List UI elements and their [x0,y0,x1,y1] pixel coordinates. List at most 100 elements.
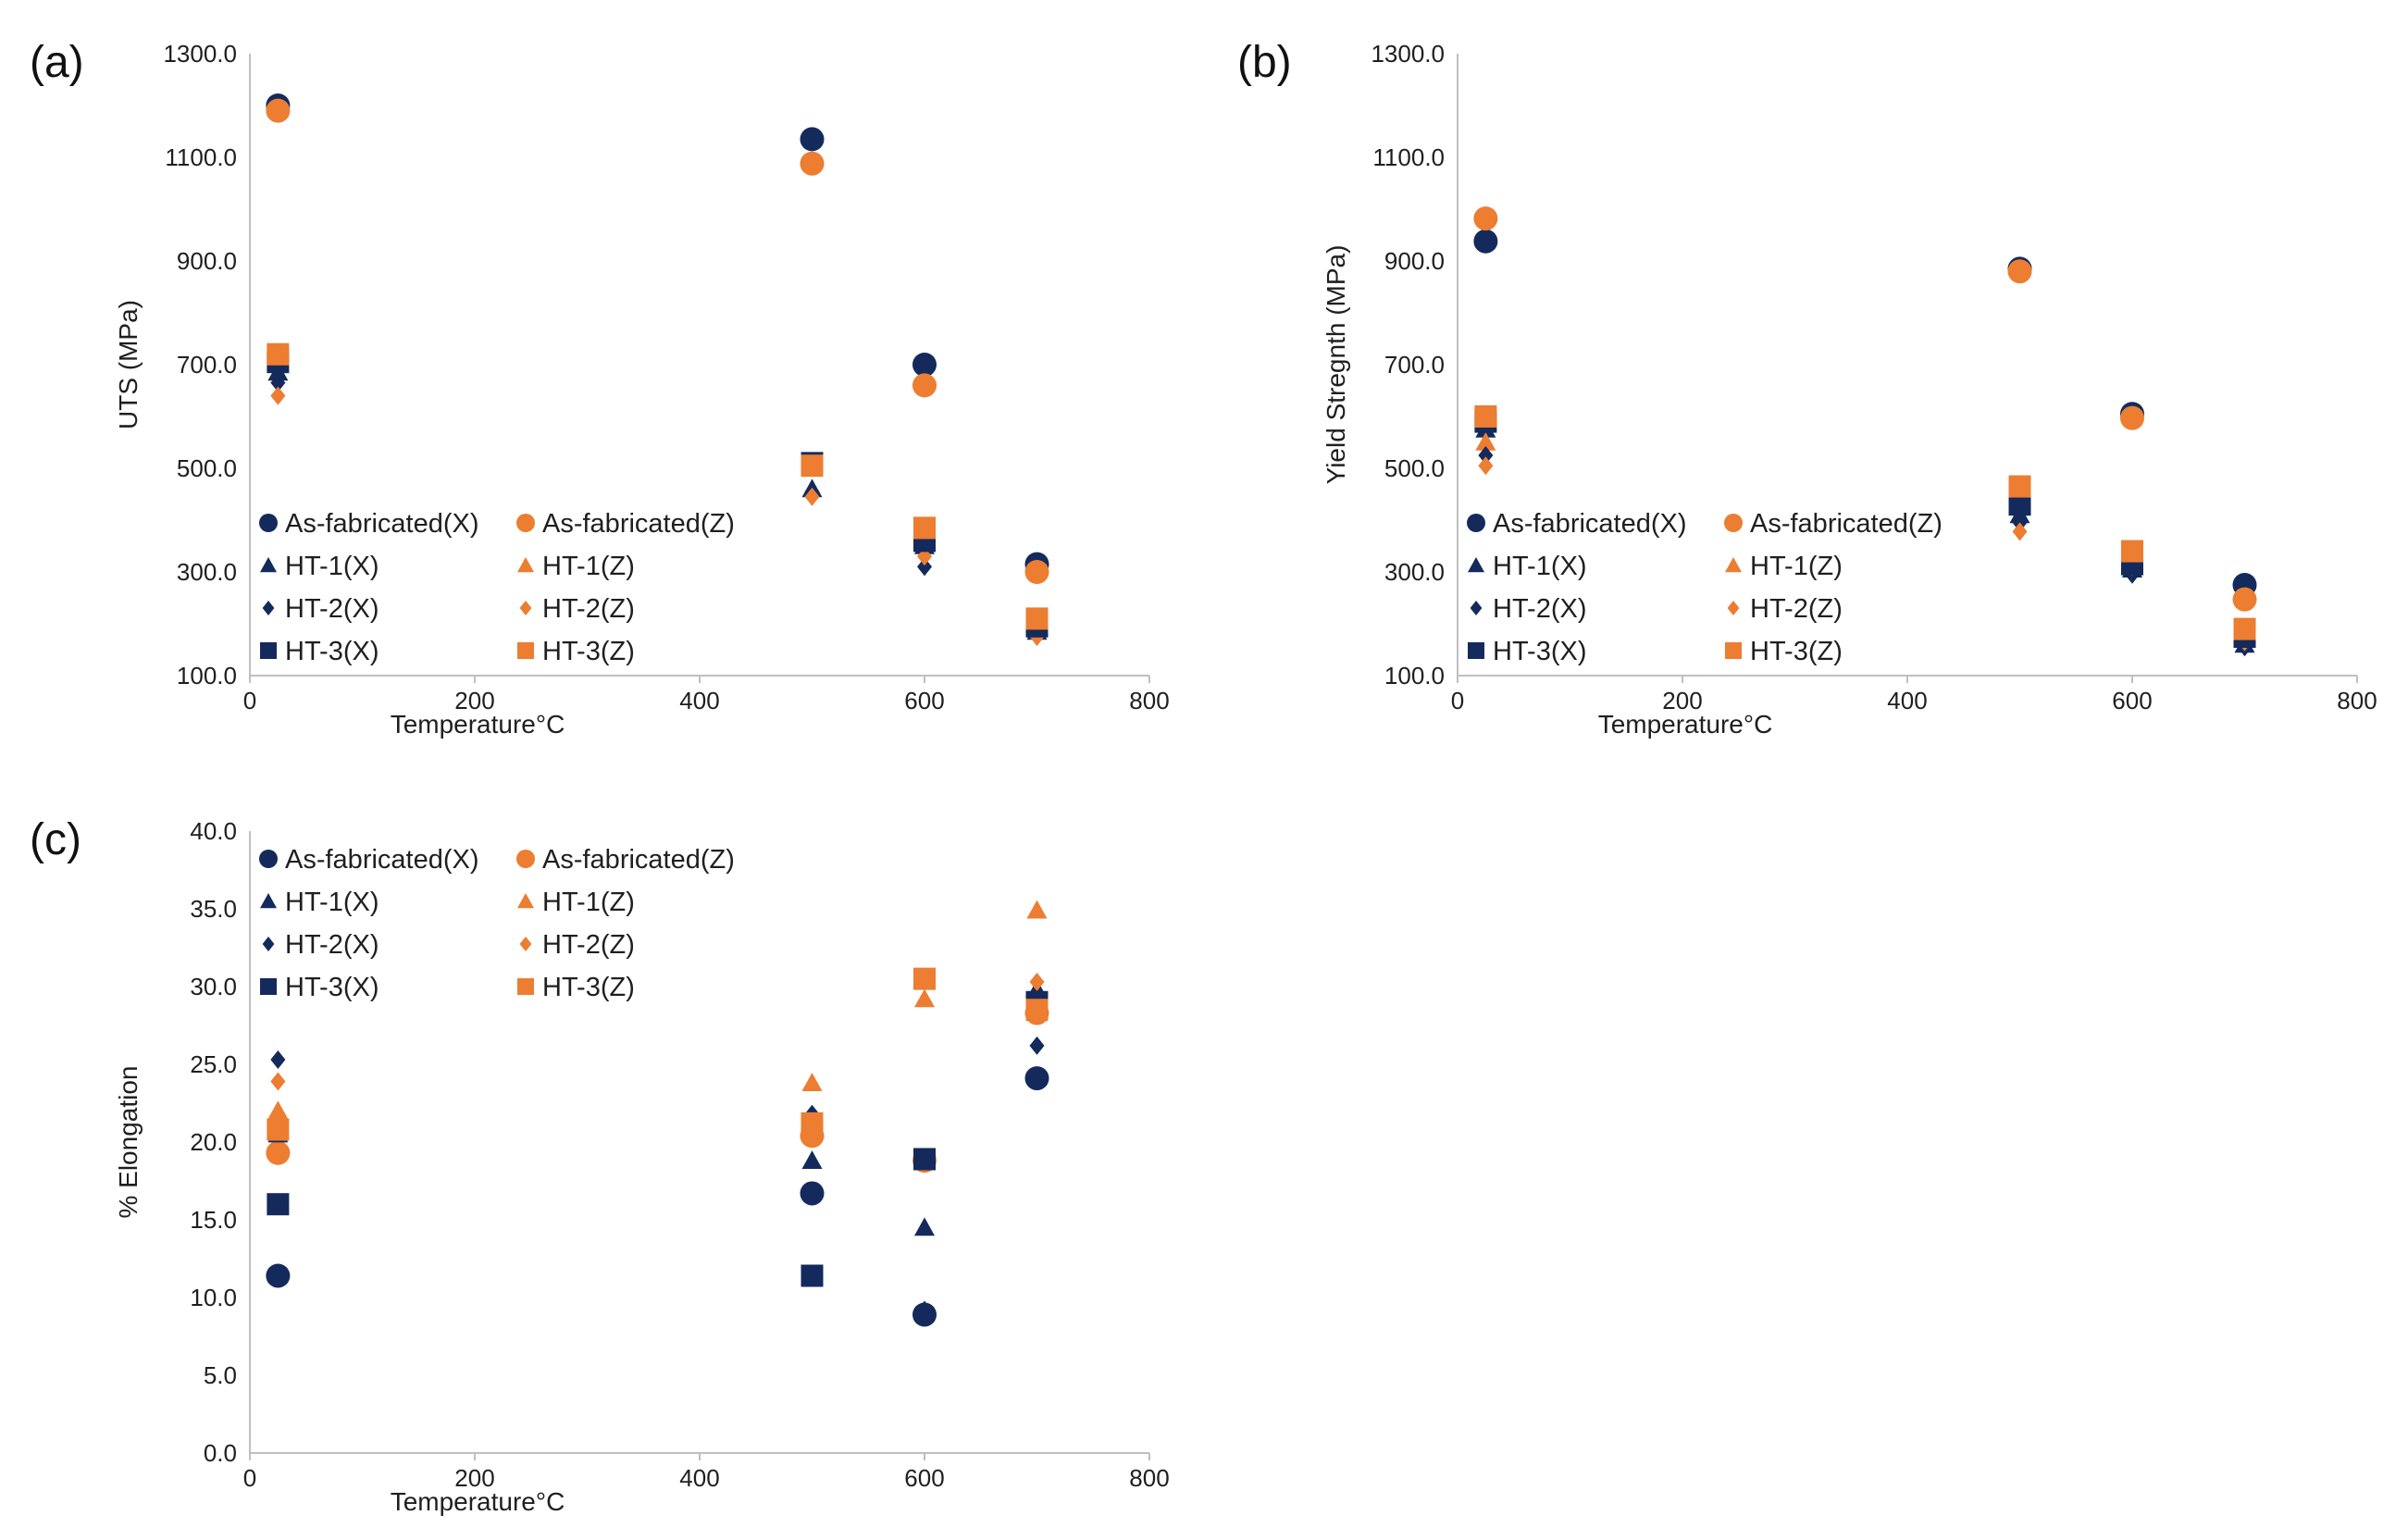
data-point-ht-2-z [270,1072,286,1091]
y-tick-label: 20.0 [190,1128,237,1156]
y-tick-label: 25.0 [190,1050,237,1078]
data-point-ht-2-x [917,1300,932,1320]
legend: As-fabricated(X) As-fabricated(Z) HT-1(X) H… [259,845,735,1002]
legend-label-as-fabricated-z: As-fabricated(Z) [1750,509,1943,539]
x-axis-title: Temperature°C [391,710,565,739]
y-tick-label: 300.0 [177,558,237,586]
data-point-ht-2-z [2012,522,2028,541]
y-tick-label: 900.0 [177,247,237,275]
data-point-ht-3-z [801,1112,824,1135]
y-axis-title: UTS (MPa) [114,300,143,429]
legend: As-fabricated(X) As-fabricated(Z) HT-1(X) H… [259,509,735,666]
y-tick-label: 500.0 [177,454,237,482]
y-tick-label: 1300.0 [1371,40,1445,68]
legend-marker-ht-1-x [260,557,277,573]
data-point-as-fabricated-z [1473,206,1498,231]
chart-panel-b: (b) 0 200 400 600 800 100.0 300.0 500.0 700.0 900… [1226,19,2402,750]
x-tick-label: 400 [1887,687,1927,714]
legend-marker-ht-1-x [1468,557,1484,573]
legend-label-ht-2-z: HT-2(Z) [1750,594,1843,624]
x-tick-label: 600 [2112,687,2152,714]
legend-marker-ht-2-z [1727,601,1740,615]
data-point-ht-2-x [1029,1036,1045,1055]
legend-marker-ht-2-x [1470,601,1483,615]
legend-marker-ht-3-z [517,642,534,659]
data-point-ht-3-z [1025,999,1049,1022]
data-point-ht-2-x [270,373,286,392]
legend-label-ht-3-z: HT-3(Z) [1750,637,1843,666]
data-point-as-fabricated-z [1024,560,1049,584]
chart-a-svg: 0 200 400 600 800 100.0 300.0 500.0 700.0 900.0 11… [114,40,1170,739]
x-tick-label: 0 [243,687,256,714]
y-tick-label: 5.0 [204,1361,237,1389]
legend-marker-as-fabricated-x [259,514,278,532]
y-tick-label: 1100.0 [1372,143,1445,171]
data-point-ht-1-z [1475,432,1496,451]
y-tick-label: 100.0 [177,662,237,689]
legend-label-ht-3-z: HT-3(Z) [542,973,635,1002]
x-tick-label: 800 [1129,687,1169,714]
data-point-ht-3-z [2121,540,2143,563]
legend-marker-ht-3-x [260,978,277,995]
data-point-ht-1-x [914,1217,935,1236]
legend-label-ht-3-x: HT-3(X) [1493,637,1587,666]
data-point-ht-3-x [801,1264,824,1287]
x-tick-label: 800 [1129,1464,1169,1492]
x-tick-label: 400 [679,1464,719,1492]
x-tick-label: 200 [454,687,494,714]
y-tick-label: 1100.0 [165,143,237,171]
panel-label-b: (b) [1237,38,1292,87]
x-tick-label: 600 [904,1464,944,1492]
chart-b-svg: 0 200 400 600 800 100.0 300.0 500.0 700.0 900.0 11… [1322,40,2377,739]
data-point-ht-1-x [801,1150,823,1169]
data-point-ht-2-z [1478,456,1494,476]
data-point-ht-3-z [1474,405,1497,428]
chart-panel-a: (a) 0 200 400 600 800 100.0 300.0 500.0 700.0 900… [19,19,1194,750]
legend-label-ht-1-x: HT-1(X) [1493,552,1587,581]
legend-marker-ht-1-z [1725,557,1742,573]
data-point-ht-2-x [270,1049,286,1069]
x-tick-label: 200 [1662,687,1702,714]
legend-label-as-fabricated-x: As-fabricated(X) [285,845,479,875]
data-point-ht-3-z [801,454,824,478]
data-point-as-fabricated-x [1473,229,1498,254]
x-tick-label: 600 [904,687,944,714]
legend-marker-ht-1-x [260,893,277,909]
x-axis-title: Temperature°C [391,1487,565,1516]
legend-label-ht-2-x: HT-2(X) [285,594,379,624]
data-point-as-fabricated-x [266,1263,291,1288]
data-point-ht-3-z [267,342,290,366]
data-point-ht-3-z [913,967,936,990]
data-point-ht-3-z [267,1118,290,1141]
y-tick-label: 700.0 [1384,351,1445,379]
legend-marker-as-fabricated-x [259,850,278,868]
x-tick-label: 0 [243,1464,256,1492]
legend-marker-ht-1-z [517,557,534,573]
y-tick-label: 10.0 [190,1284,237,1311]
data-point-ht-1-z [801,1073,823,1091]
data-point-as-fabricated-z [2232,587,2257,612]
data-point-as-fabricated-x [800,1181,825,1206]
legend-label-ht-1-x: HT-1(X) [285,552,379,581]
y-tick-label: 100.0 [1384,662,1445,689]
legend-label-ht-2-z: HT-2(Z) [542,930,635,960]
y-tick-label: 30.0 [190,973,237,1000]
legend-marker-ht-1-z [517,893,534,909]
legend-label-ht-2-x: HT-2(X) [285,930,379,960]
data-point-ht-3-x [913,1148,936,1171]
data-point-ht-3-z [2008,475,2031,498]
data-point-ht-2-x [1478,446,1494,465]
y-axis-title: Yield Stregnth (MPa) [1322,245,1350,485]
data-point-as-fabricated-x [912,353,937,377]
data-point-ht-2-z [804,487,820,506]
y-tick-label: 900.0 [1384,247,1445,275]
y-tick-label: 35.0 [190,895,237,923]
x-tick-label: 200 [454,1464,494,1492]
legend-marker-ht-2-x [262,937,275,951]
y-tick-label: 15.0 [190,1206,237,1234]
data-point-as-fabricated-z [2120,405,2144,430]
legend-marker-ht-3-x [1468,642,1484,659]
legend-label-ht-1-x: HT-1(X) [285,888,379,917]
data-point-as-fabricated-z [266,1140,291,1165]
y-tick-label: 1300.0 [163,40,237,68]
